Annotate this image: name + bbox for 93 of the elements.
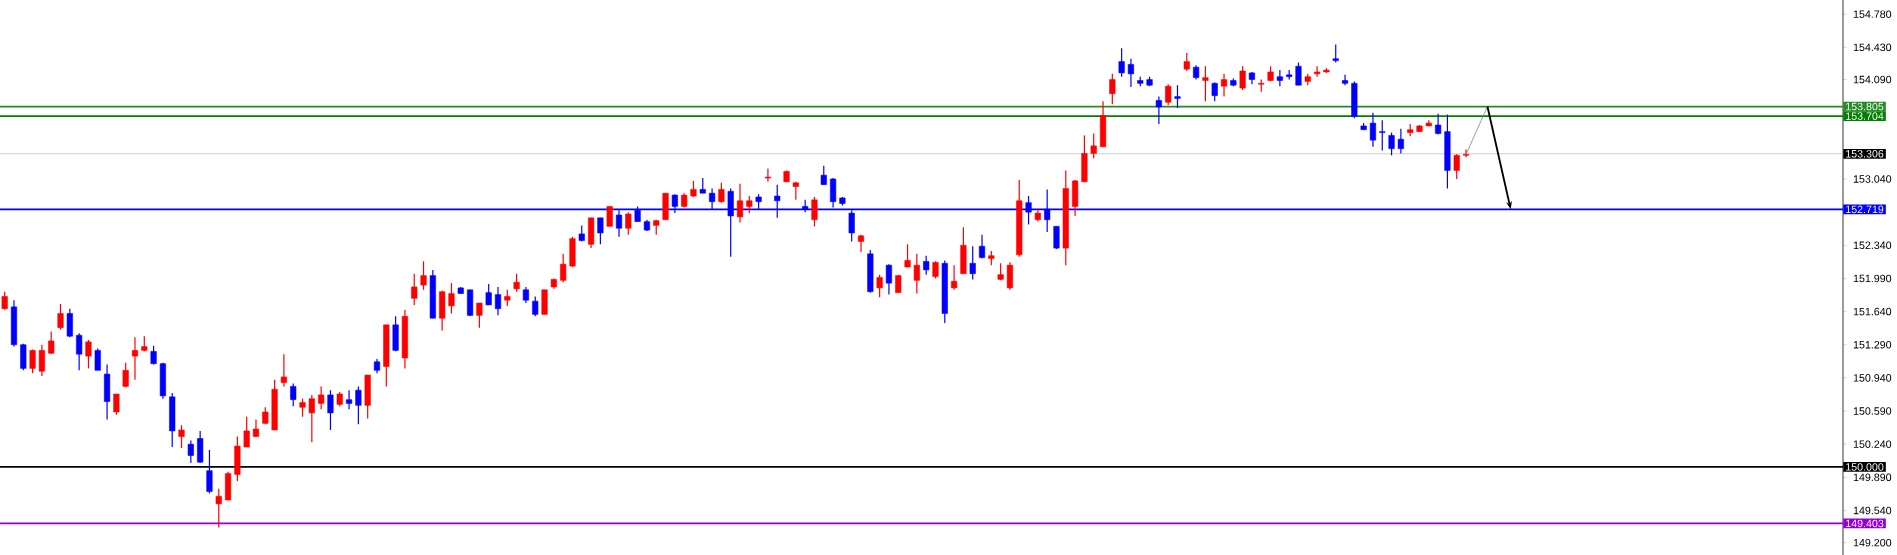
y-tick-label: 149.540 — [1853, 506, 1892, 515]
candlestick — [327, 389, 334, 431]
candlestick — [718, 182, 725, 204]
candlestick — [811, 196, 818, 227]
y-tick-label: 152.340 — [1853, 241, 1892, 250]
y-tick-label: 150.940 — [1853, 374, 1892, 382]
candlestick — [597, 217, 604, 245]
candlestick — [29, 348, 36, 374]
candlestick — [830, 177, 837, 208]
candlestick — [448, 282, 455, 315]
candlestick — [178, 424, 185, 449]
candlestick — [420, 260, 427, 291]
y-tick-label: 151.640 — [1853, 307, 1892, 316]
y-tick-label: 151.290 — [1853, 340, 1892, 349]
ref-line-label: 153.805 — [1846, 102, 1884, 111]
candlestick — [1341, 74, 1349, 86]
candlestick — [1202, 65, 1209, 102]
candlestick — [969, 245, 976, 280]
candlestick — [280, 353, 287, 387]
candlestick — [85, 339, 92, 370]
candlestick — [764, 167, 771, 183]
y-tick-label: 150.240 — [1853, 440, 1892, 448]
candlestick — [923, 255, 930, 276]
candlestick — [913, 253, 920, 295]
candlestick — [206, 449, 213, 495]
candlestick — [113, 393, 120, 416]
candlestick — [1109, 73, 1116, 105]
y-tick-label: 154.780 — [1853, 10, 1892, 18]
y-tick-label: 154.090 — [1853, 75, 1892, 84]
candlestick — [1090, 132, 1097, 159]
candlestick — [1220, 73, 1228, 98]
candlestick — [560, 253, 567, 283]
candlestick — [1388, 131, 1395, 156]
candlestick — [736, 183, 744, 224]
y-tick-label: 153.040 — [1853, 175, 1892, 183]
ref-line-label: 150.000 — [1846, 463, 1884, 471]
candlestick — [66, 308, 73, 338]
candlestick — [411, 273, 418, 306]
candlestick — [532, 295, 539, 317]
candlestick — [187, 439, 194, 464]
candlestick — [150, 345, 157, 366]
candlestick — [346, 389, 353, 410]
candlestick — [1314, 65, 1321, 78]
ref-line-label: 152.719 — [1846, 205, 1884, 214]
candlestick — [625, 211, 632, 236]
candlestick — [38, 344, 45, 377]
candlestick — [857, 234, 865, 253]
ref-line-label: 153.704 — [1846, 112, 1884, 120]
candlestick — [20, 343, 27, 371]
y-tick-label: 150.590 — [1853, 407, 1892, 415]
candlestick — [308, 394, 315, 443]
candlestick — [820, 165, 827, 186]
candlestick — [1379, 119, 1386, 152]
candlestick — [131, 336, 139, 381]
candlestick — [1155, 95, 1162, 125]
candlestick — [355, 385, 362, 425]
candlestick — [1453, 153, 1460, 180]
y-tick-label: 149.200 — [1853, 538, 1892, 547]
candlestick — [485, 283, 492, 306]
candlestick — [476, 302, 483, 329]
candlestick — [885, 263, 892, 296]
candlestick — [290, 382, 297, 407]
candlestick — [243, 416, 250, 448]
y-tick-label: 149.890 — [1853, 473, 1892, 482]
candlestick — [1165, 83, 1172, 106]
candlestick — [76, 332, 83, 371]
ref-line-label: 149.403 — [1846, 519, 1884, 528]
candlestick — [122, 362, 129, 388]
candlestick — [57, 303, 64, 331]
candlestick — [494, 286, 502, 316]
y-tick-label: 154.430 — [1853, 43, 1892, 52]
candlestick — [876, 274, 883, 298]
candlestick — [978, 234, 986, 260]
candlestick — [1276, 69, 1283, 87]
candlestick — [606, 205, 613, 227]
candlestick — [1174, 84, 1181, 109]
candlestick — [215, 488, 222, 529]
candlestick — [1239, 65, 1246, 91]
candlestick — [1127, 58, 1135, 88]
ref-line-label: 153.306 — [1846, 150, 1884, 158]
candlestick — [1118, 47, 1125, 78]
candlestick — [1006, 261, 1013, 291]
candlestick — [1295, 61, 1302, 86]
candlestick — [1397, 128, 1404, 155]
candlestick — [94, 347, 101, 371]
candlestick — [318, 385, 325, 410]
candlestick — [1369, 112, 1377, 148]
candlestick — [197, 430, 204, 464]
candlestick — [904, 243, 911, 268]
y-tick-label: 151.990 — [1853, 274, 1892, 283]
candlestick — [951, 264, 958, 291]
candlestick — [1211, 81, 1218, 102]
candlestick — [792, 181, 799, 201]
